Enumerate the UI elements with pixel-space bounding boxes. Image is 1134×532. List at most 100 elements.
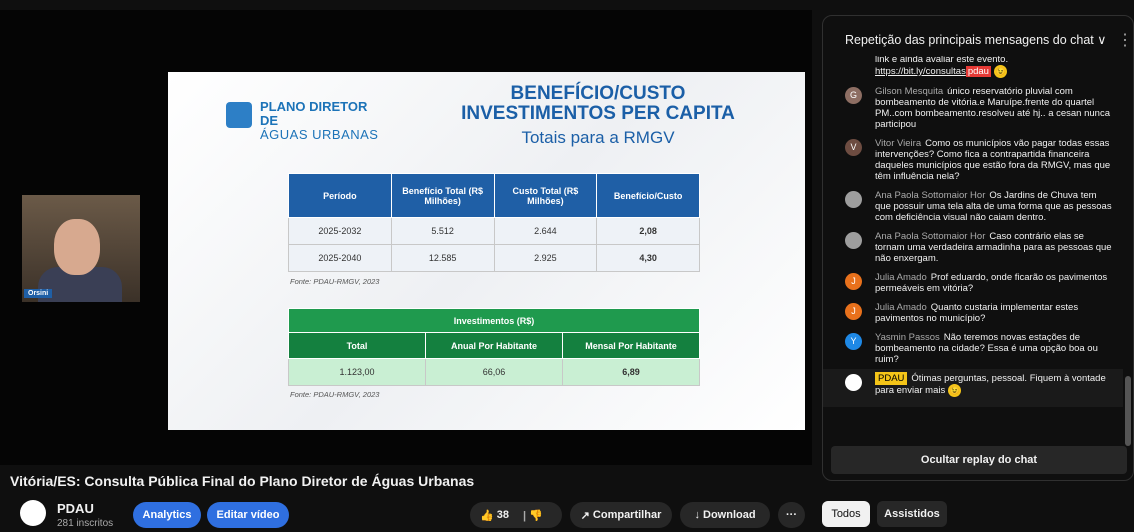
cell: 1.123,00 xyxy=(289,359,426,386)
youtube-page: PLANO DIRETOR DEÁGUAS URBANAS BENEFÍCIO/… xyxy=(0,0,1134,532)
chat-header-label: Repetição das principais mensagens do ch… xyxy=(845,33,1094,47)
author-badge: PDAU xyxy=(875,372,907,385)
logo-line: PLANO DIRETOR DE xyxy=(260,100,386,128)
more-button[interactable]: ··· xyxy=(778,502,805,528)
emoji: 😉 xyxy=(994,65,1007,78)
cell: 2.925 xyxy=(494,245,597,272)
author: Ana Paola Sottomaior Hor xyxy=(875,190,985,201)
tag: pdau xyxy=(966,66,991,77)
avatar: Y xyxy=(845,333,862,350)
channel-avatar[interactable] xyxy=(20,500,46,526)
slide-subtitle: Totais para a RMGV xyxy=(418,128,778,148)
source: Fonte: PDAU-RMGV, 2023 xyxy=(290,277,379,286)
title-line: BENEFÍCIO/CUSTO xyxy=(418,84,778,104)
chat-message: YYasmin PassosNão teremos novas estações… xyxy=(823,328,1123,369)
header-cell: Mensal Por Habitante xyxy=(563,333,700,359)
chat-header[interactable]: Repetição das principais mensagens do ch… xyxy=(845,32,1106,47)
cell: 6,89 xyxy=(563,359,700,386)
avatar xyxy=(845,374,862,391)
chat-menu[interactable]: ⋮ xyxy=(1117,30,1133,50)
avatar xyxy=(845,232,862,249)
hide-chat-button[interactable]: Ocultar replay do chat xyxy=(831,446,1127,474)
cell: 12.585 xyxy=(391,245,494,272)
title-line: INVESTIMENTOS PER CAPITA xyxy=(418,104,778,124)
page: PDAU {"video":{"slide":{"logo":["PLANO D… xyxy=(0,0,1134,532)
avatar xyxy=(845,191,862,208)
logo-icon xyxy=(226,102,252,128)
chip[interactable]: Assistidos xyxy=(877,501,947,527)
like-dislike[interactable]: 👍 38 | 👎 xyxy=(470,502,562,528)
avatar: J xyxy=(845,303,862,320)
author: Julia Amado xyxy=(875,302,927,313)
message-text: link e ainda avaliar este evento. xyxy=(875,56,1008,65)
cell: 2.644 xyxy=(494,218,597,245)
header-cell: Benefício Total (R$ Milhões) xyxy=(391,174,494,218)
author: Ana Paola Sottomaior Hor xyxy=(875,231,985,242)
avatar: J xyxy=(845,273,862,290)
header-cell: Anual Por Habitante xyxy=(426,333,563,359)
webcam: Orsini xyxy=(22,195,140,302)
dislike-icon: | 👎 xyxy=(523,509,543,522)
cell: 5.512 xyxy=(391,218,494,245)
share-label: Compartilhar xyxy=(593,509,661,521)
message-list: link e ainda avaliar este evento. https:… xyxy=(823,56,1123,407)
chip[interactable]: Todos xyxy=(822,501,870,527)
download-button[interactable]: ↓ Download xyxy=(680,502,770,528)
header-cell: Custo Total (R$ Milhões) xyxy=(494,174,597,218)
subscriber-count: 281 inscritos xyxy=(57,518,113,529)
author: Gilson Mesquita xyxy=(875,86,943,97)
header-cell: Total xyxy=(289,333,426,359)
author: Vitor Vieira xyxy=(875,138,921,149)
table-title: Investimentos (R$) xyxy=(289,309,700,333)
webcam-label: Orsini xyxy=(24,289,52,298)
header-cell: Período xyxy=(289,174,392,218)
edit-button[interactable]: Editar vídeo xyxy=(207,502,289,528)
analytics-button[interactable]: Analytics xyxy=(133,502,201,528)
title-row: Investimentos (R$) xyxy=(289,309,700,333)
channel-name[interactable]: PDAU xyxy=(57,501,94,516)
chat-panel: Repetição das principais mensagens do ch… xyxy=(822,15,1134,481)
cell: 66,06 xyxy=(426,359,563,386)
share-button[interactable]: ↗ Compartilhar xyxy=(570,502,672,528)
emoji: 😉 xyxy=(948,384,961,397)
header-cell: Benefício/Custo xyxy=(597,174,700,218)
avatar: G xyxy=(845,87,862,104)
scrollbar[interactable] xyxy=(1125,376,1131,446)
video-title: Vitória/ES: Consulta Pública Final do Pl… xyxy=(10,473,474,489)
cell: 2025-2032 xyxy=(289,218,392,245)
download-icon: ↓ xyxy=(694,509,703,521)
chat-message: link e ainda avaliar este evento. https:… xyxy=(823,56,1123,82)
cell: 2025-2040 xyxy=(289,245,392,272)
cell: 2,08 xyxy=(597,218,700,245)
share-icon: ↗ xyxy=(581,509,593,522)
person xyxy=(54,219,100,275)
source: Fonte: PDAU-RMGV, 2023 xyxy=(290,390,379,399)
download-label: Download xyxy=(703,509,756,521)
author: Yasmin Passos xyxy=(875,332,940,343)
cell: 4,30 xyxy=(597,245,700,272)
table-row: 2025-20325.5122.6442,08 xyxy=(289,218,700,245)
link[interactable]: https://bit.ly/consultas xyxy=(875,66,966,77)
like-count: 38 xyxy=(497,509,509,521)
avatar: V xyxy=(845,139,862,156)
logo-line: ÁGUAS URBANAS xyxy=(260,128,386,142)
like-icon: 👍 xyxy=(480,509,497,522)
author: Julia Amado xyxy=(875,272,927,283)
